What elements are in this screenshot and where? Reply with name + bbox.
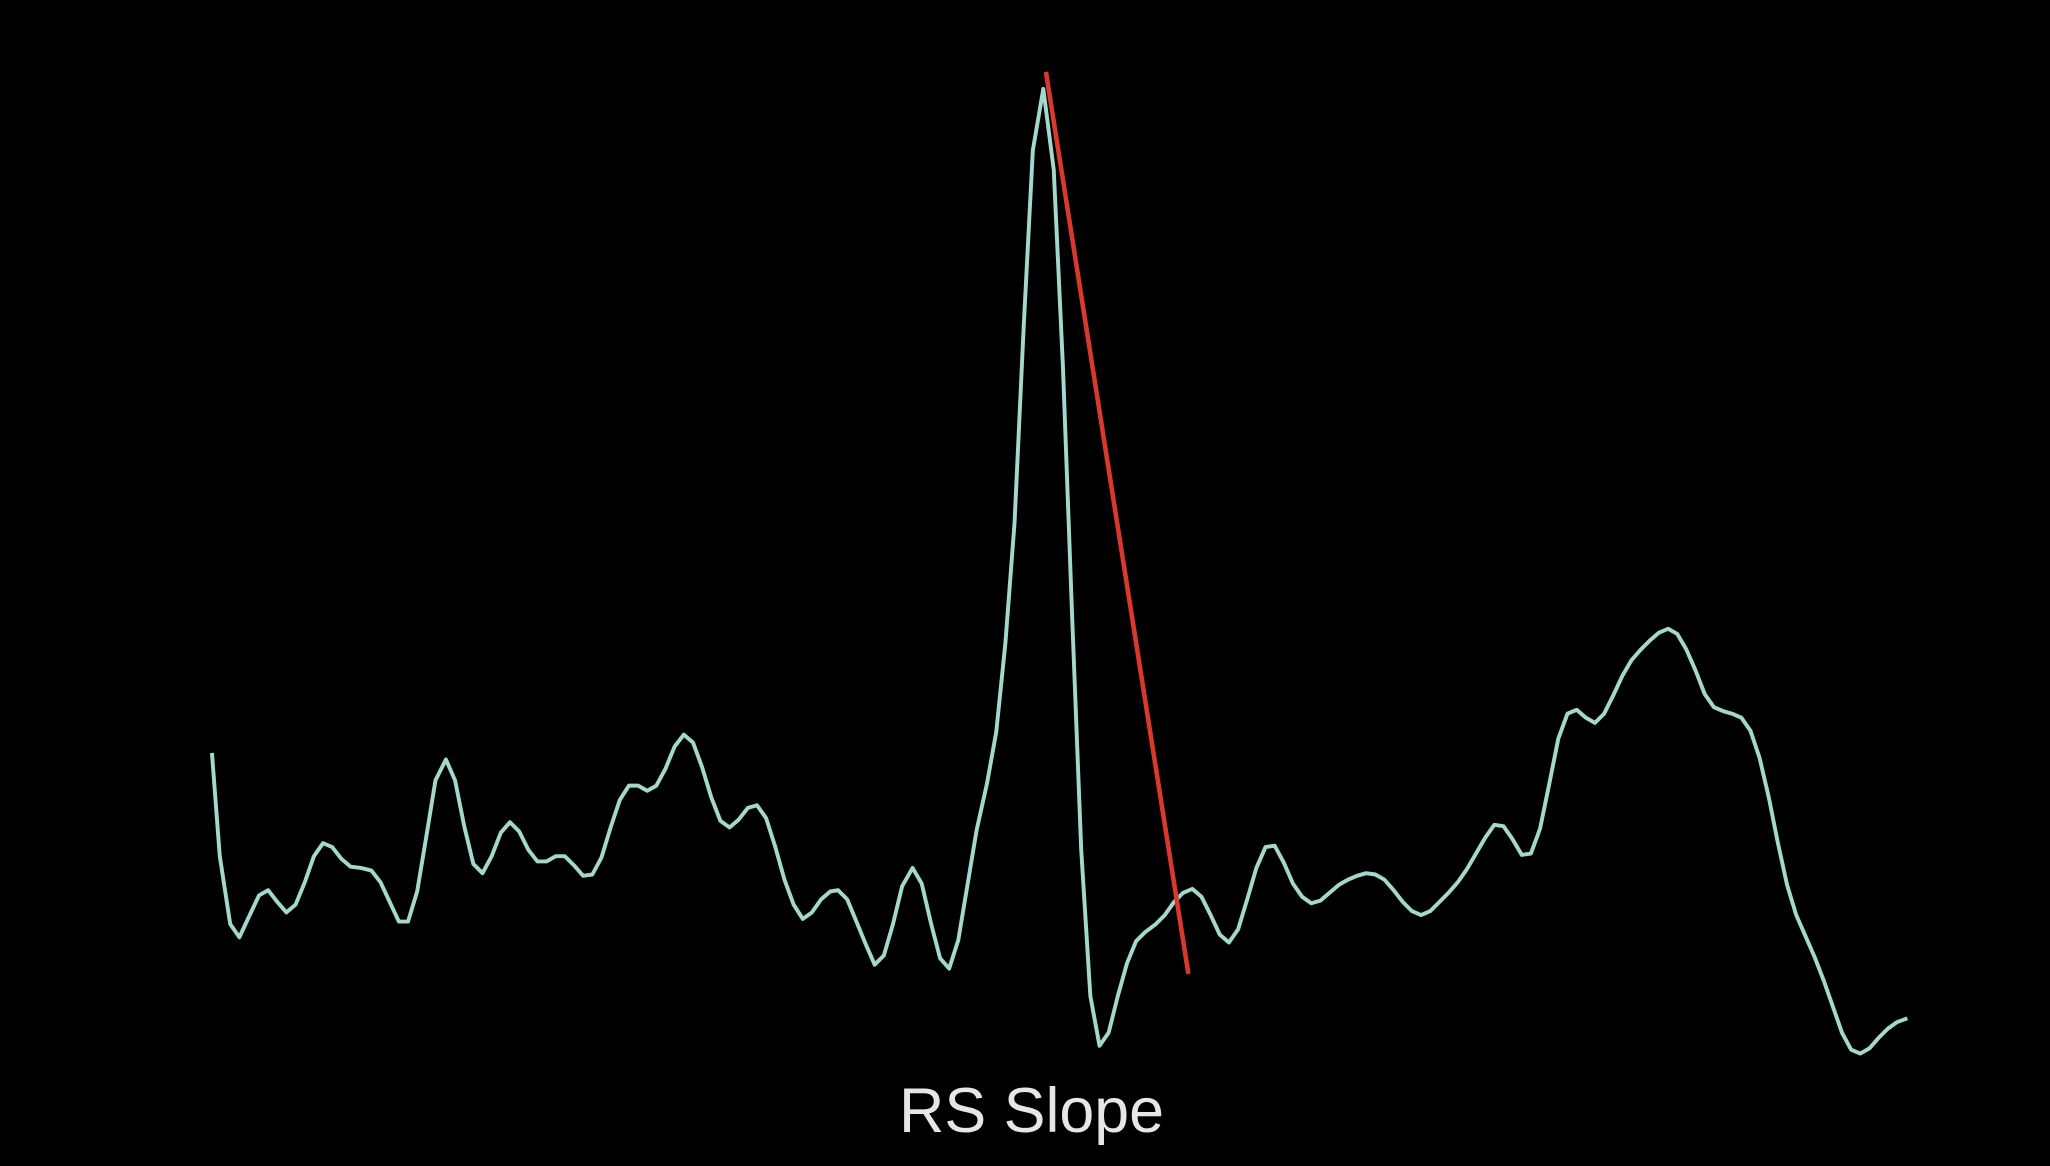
- ecg-waveform: [209, 86, 1909, 1056]
- slope-line: [1043, 71, 1191, 975]
- caption: RS Slope: [899, 1076, 1164, 1146]
